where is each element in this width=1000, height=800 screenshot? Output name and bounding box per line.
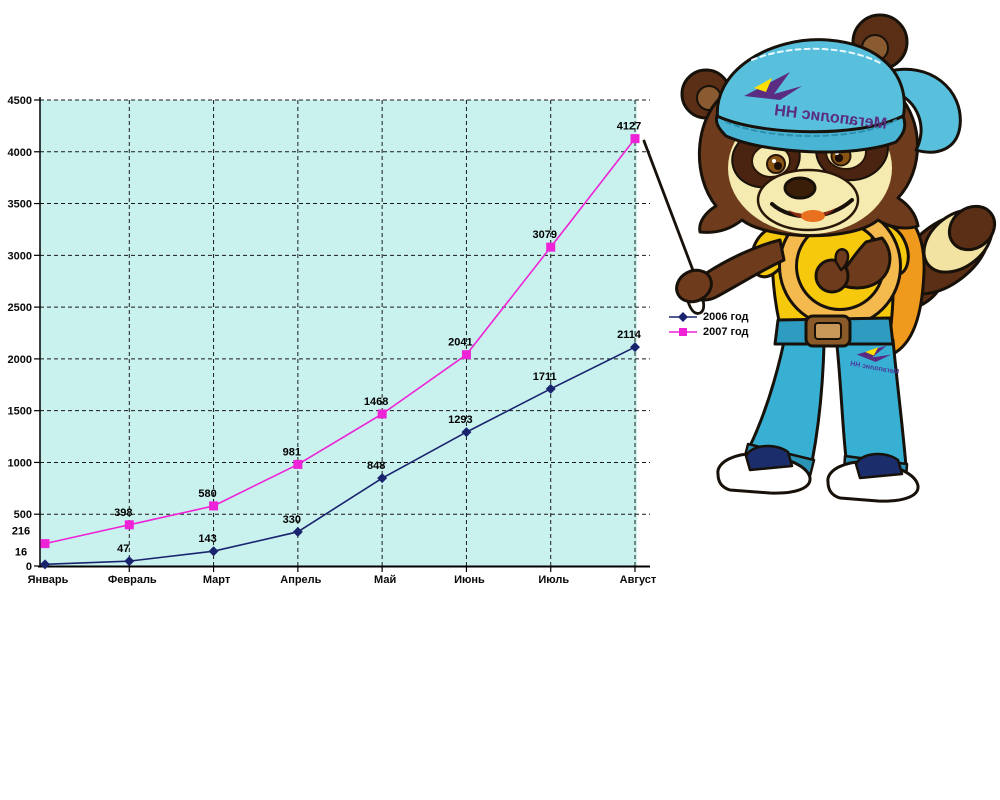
- gridlines: [40, 99, 650, 566]
- x-axis-month-label: Январь: [28, 574, 69, 586]
- data-point-square: [377, 409, 387, 419]
- mascot-raccoon-illustration: Мегаполис НН Мегаполис НН: [675, 13, 997, 503]
- data-point-square: [209, 501, 219, 511]
- y-axis-tick-label: 2000: [8, 354, 32, 366]
- line-chart: 0 500 1000 1500 2000 2500 3000 3500 4000 4500 Янва…: [8, 95, 657, 586]
- y-axis-tick-label: 500: [14, 509, 32, 521]
- x-axis-month-label: Февраль: [108, 574, 157, 586]
- y-axis-tick-labels: 0 500 1000 1500 2000 2500 3000 3500 4000 4500: [8, 95, 32, 573]
- legend-2007-line-icon: [669, 328, 697, 336]
- data-point-square: [40, 539, 50, 549]
- data-point-square: [461, 350, 471, 360]
- legend-item-2006: 2006 год: [668, 311, 749, 323]
- y-axis-tick-label: 2500: [8, 302, 32, 314]
- series-2007-год: [40, 134, 640, 549]
- series-data-labels-2007-год: 216 398 580 981 1468 2041 3079 4127: [12, 121, 641, 538]
- legend-label-2006: 2006 год: [703, 311, 749, 323]
- data-point-label: 2041: [448, 337, 472, 349]
- data-point-diamond: [545, 383, 556, 394]
- legend-2006-diamond-marker-icon: [678, 312, 688, 322]
- x-axis-category-labels: Январь Февраль Март Апрель Май Июнь Июль Август: [28, 574, 657, 586]
- data-point-label: 981: [283, 446, 301, 458]
- data-point-diamond: [630, 342, 640, 353]
- data-point-label: 16: [15, 546, 27, 558]
- axes: [34, 97, 650, 572]
- legend-item-2007: 2007 год: [668, 326, 749, 338]
- data-point-label: 848: [367, 460, 385, 472]
- x-axis-month-label: Июнь: [454, 574, 485, 586]
- data-point-label: 1711: [533, 371, 557, 383]
- data-point-diamond: [377, 473, 388, 484]
- data-point-label: 330: [283, 514, 301, 526]
- mascot-sneakers: [716, 444, 920, 503]
- data-point-square: [293, 459, 303, 469]
- chart-legend: 2006 год 2007 год: [668, 311, 749, 338]
- data-point-label: 1468: [364, 396, 388, 408]
- x-axis-month-label: Апрель: [280, 574, 321, 586]
- data-point-label: 580: [198, 488, 216, 500]
- mascot-cap: Мегаполис НН: [714, 38, 962, 154]
- data-point-diamond: [461, 427, 472, 438]
- data-point-square: [124, 520, 134, 530]
- data-point-diamond: [40, 559, 50, 570]
- data-point-square: [630, 134, 640, 144]
- data-point-diamond: [292, 526, 303, 537]
- data-point-label: 47: [117, 543, 129, 555]
- y-axis-tick-label: 1000: [8, 457, 32, 469]
- y-axis-tick-label: 3500: [8, 199, 32, 211]
- y-axis-tick-label: 4000: [8, 147, 32, 159]
- data-point-label: 2114: [617, 329, 642, 341]
- data-point-label: 3079: [532, 229, 556, 241]
- plot-area: [40, 100, 637, 566]
- data-point-label: 1293: [448, 414, 472, 426]
- x-axis-month-label: Май: [374, 574, 396, 586]
- series-2006-год: [40, 342, 640, 570]
- data-point-diamond: [208, 546, 219, 557]
- mascot-left-arm: [814, 236, 892, 294]
- y-axis-tick-label: 4500: [8, 95, 32, 107]
- cap-logo-swoosh-icon: [744, 72, 802, 100]
- series-data-labels-2006-год: 16 47 143 330 848 1293 1711 2114: [15, 329, 642, 558]
- mascot-belt: [773, 314, 895, 348]
- legend-label-2007: 2007 год: [703, 326, 749, 338]
- legend-2006-line-icon: [669, 312, 697, 322]
- x-axis-month-label: Август: [620, 574, 657, 586]
- y-axis-tick-label: 3000: [8, 250, 32, 262]
- legend-2007-square-marker-icon: [679, 328, 687, 336]
- data-point-square: [546, 242, 556, 252]
- y-axis-tick-label: 1500: [8, 406, 32, 418]
- data-point-label: 398: [114, 507, 132, 519]
- y-axis-tick-label: 0: [26, 561, 32, 573]
- data-point-diamond: [124, 556, 135, 567]
- data-point-label: 4127: [617, 121, 641, 133]
- data-point-label: 216: [12, 526, 30, 538]
- data-point-label: 143: [198, 533, 216, 545]
- x-axis-month-label: Март: [203, 574, 231, 586]
- x-axis-month-label: Июль: [538, 574, 569, 586]
